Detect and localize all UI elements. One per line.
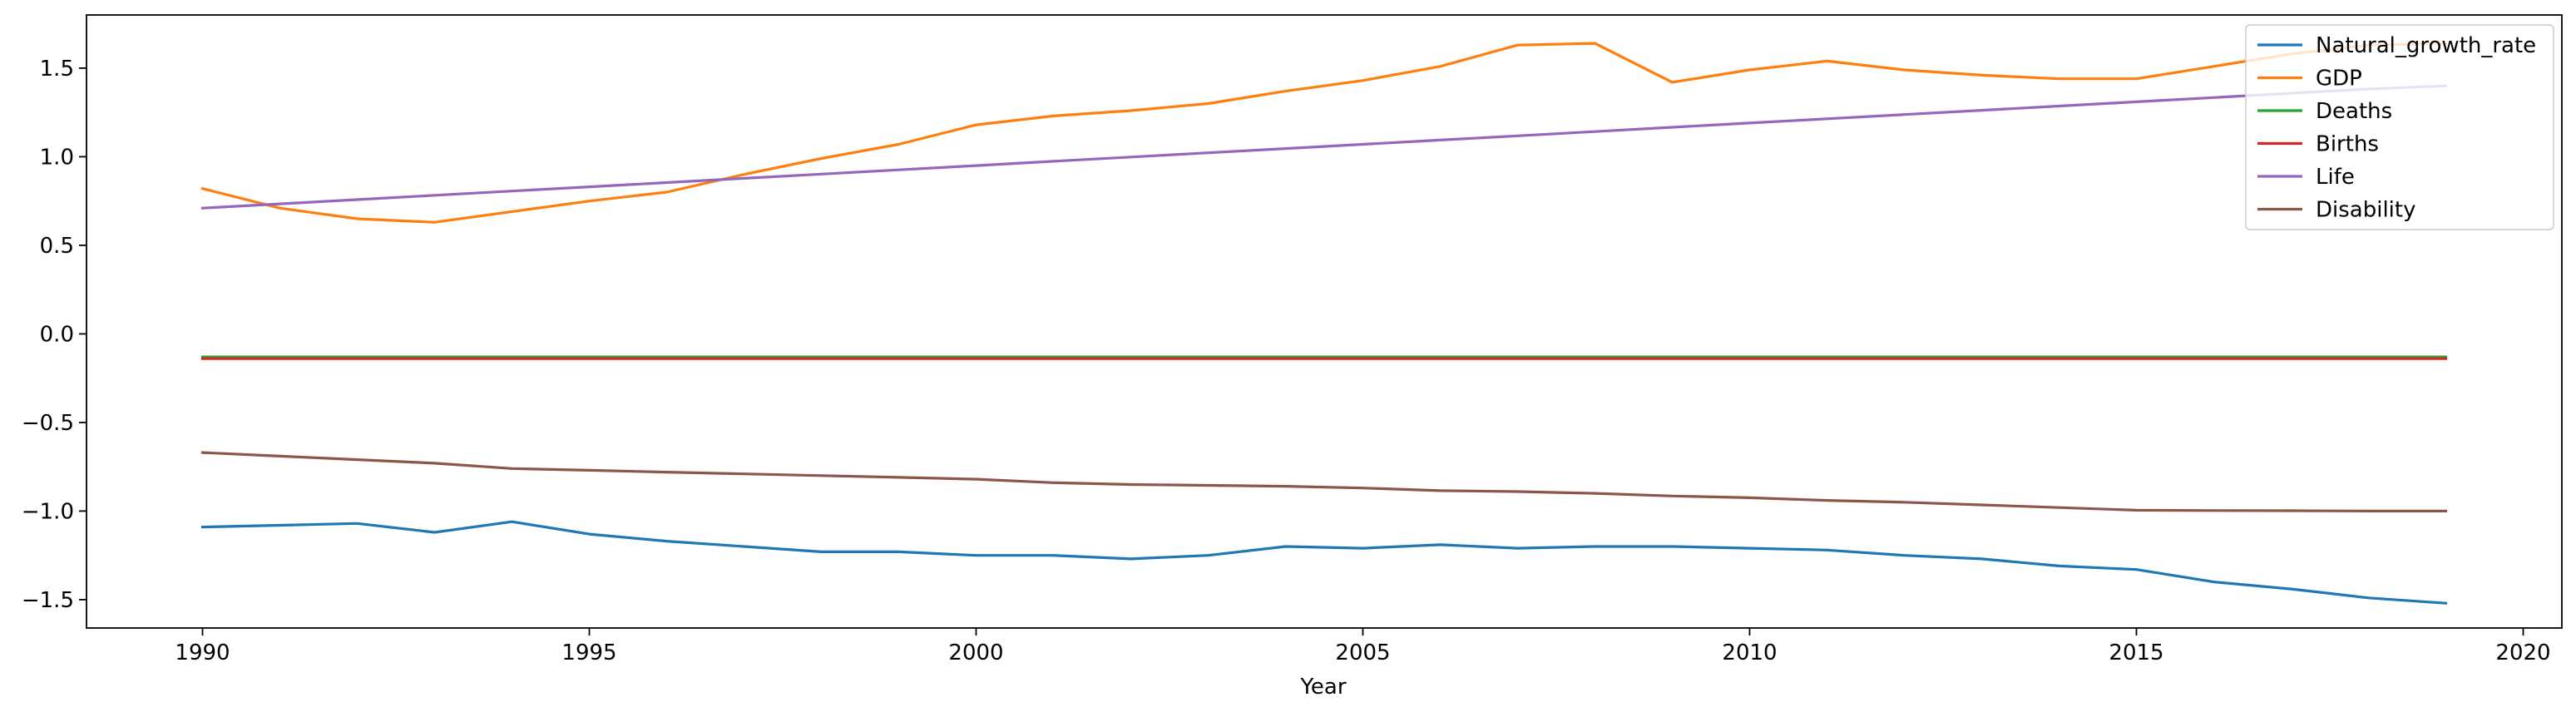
legend-label-deaths: Deaths [2316, 99, 2392, 124]
legend-label-natural-growth-rate: Natural_growth_rate [2316, 33, 2536, 58]
y-tick-label: −0.5 [22, 411, 74, 436]
x-axis: 1990 1995 2000 2005 2010 2015 2020 [175, 628, 2551, 665]
series-line-life [200, 84, 2448, 210]
series-line-natural-growth-rate [200, 520, 2448, 605]
x-tick-label: 1995 [561, 640, 616, 665]
series-lines [200, 42, 2448, 605]
y-tick-label: 0.0 [40, 322, 74, 347]
series-line-disability [200, 451, 2448, 513]
y-tick-label: 1.5 [40, 57, 74, 82]
x-tick-label: 2015 [2109, 640, 2163, 665]
legend-label-life: Life [2316, 165, 2355, 190]
series-line-gdp [200, 42, 2448, 224]
legend-label-disability: Disability [2316, 198, 2415, 223]
x-tick-label: 2005 [1335, 640, 1390, 665]
legend: Natural_growth_rate GDP Deaths Births Life Di… [2245, 24, 2554, 230]
legend-label-births: Births [2316, 132, 2379, 157]
x-tick-label: 2000 [948, 640, 1003, 665]
x-tick-label: 2020 [2495, 640, 2550, 665]
x-tick-label: 1990 [175, 640, 230, 665]
legend-frame [2245, 24, 2554, 230]
y-tick-label: 1.0 [40, 145, 74, 170]
y-tick-label: 0.5 [40, 234, 74, 259]
plot-area-frame [86, 14, 2563, 629]
x-tick-label: 2010 [1722, 640, 1777, 665]
y-tick-label: −1.5 [22, 588, 74, 613]
legend-label-gdp: GDP [2316, 67, 2362, 91]
x-axis-title: Year [1299, 675, 1346, 700]
y-axis: 1.5 1.0 0.5 0.0 −0.5 −1.0 −1.5 [22, 57, 87, 613]
y-tick-label: −1.0 [22, 499, 74, 524]
